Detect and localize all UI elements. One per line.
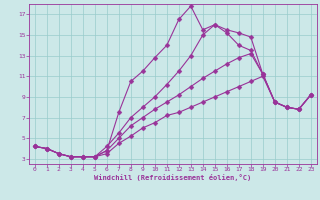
X-axis label: Windchill (Refroidissement éolien,°C): Windchill (Refroidissement éolien,°C) bbox=[94, 174, 252, 181]
